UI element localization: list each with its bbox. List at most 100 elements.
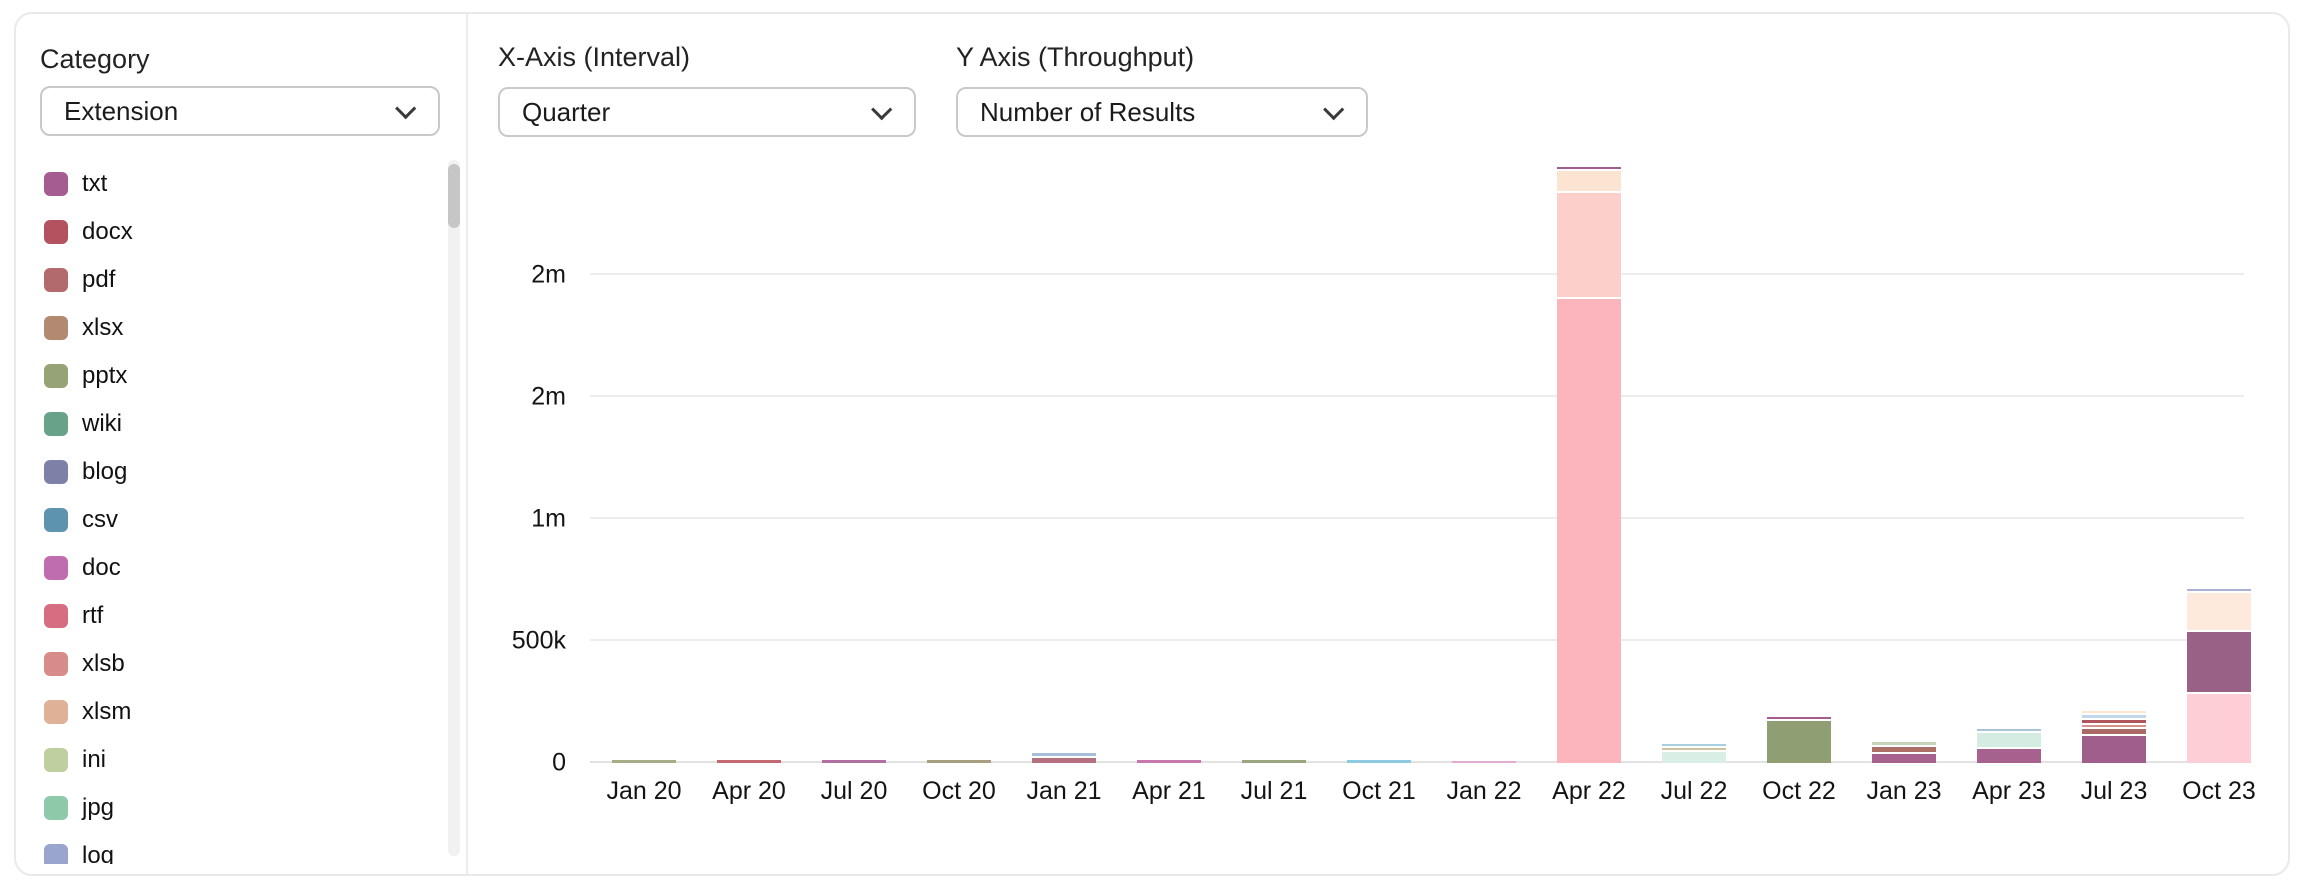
legend-label: rtf (82, 602, 104, 629)
stacked-bar-chart: Jan 20 Apr 20 Jul 20 Oct 20 Jan 21 Apr 21 Jul … (512, 117, 2256, 805)
legend-swatch-wiki (44, 412, 68, 436)
gridline-500k (590, 639, 2244, 641)
bar-segment-blog (1032, 753, 1096, 757)
y-tick-label: 0 (552, 748, 566, 777)
bar-segment-jpg (1662, 752, 1726, 763)
bar-Jan-21 (1032, 753, 1096, 763)
legend-item-pptx[interactable]: pptx (16, 352, 436, 400)
legend-label: xlsm (82, 698, 132, 725)
bar-Apr-21 (1137, 760, 1201, 763)
x-tick-label: Jan 22 (1446, 777, 1522, 805)
x-axis-tick-labels: Jan 20 Apr 20 Jul 20 Oct 20 Jan 21 Apr 21 Jul … (590, 763, 2255, 805)
bar-segment-xlsb (2187, 693, 2251, 763)
y-tick-label: 500k (511, 626, 566, 655)
x-tick-label: Apr 22 (1552, 777, 1626, 805)
legend-item-xlsm[interactable]: xlsm (16, 688, 436, 736)
bar-segment-docx (1032, 758, 1096, 763)
legend-swatch-rtf (44, 604, 68, 628)
bar-segment-rtf (1557, 299, 1621, 763)
bar-segment-doc (1137, 760, 1201, 763)
legend-item-docx[interactable]: docx (16, 208, 436, 256)
legend-item-rtf[interactable]: rtf (16, 592, 436, 640)
legend-label: blog (82, 458, 128, 485)
legend-swatch-ini (44, 748, 68, 772)
legend-swatch-xlsm (44, 700, 68, 724)
bar-Apr-22 (1557, 166, 1621, 763)
sidebar-scrollbar-thumb[interactable] (448, 164, 460, 228)
x-tick-label: Jul 23 (2080, 777, 2148, 805)
bar-Jan-23 (1872, 742, 1936, 763)
sidebar-scrollbar-track (448, 160, 460, 856)
bar-segment-xlsm (1557, 171, 1621, 192)
legend-label: docx (82, 218, 133, 245)
x-tick-label: Oct 21 (1342, 777, 1416, 805)
bar-Oct-22 (1767, 717, 1831, 763)
legend-swatch-doc (44, 556, 68, 580)
bar-Jul-21 (1242, 760, 1306, 763)
bar-segment-log (2187, 588, 2251, 591)
legend-label: pptx (82, 362, 128, 389)
legend-swatch-pptx (44, 364, 68, 388)
x-axis-select[interactable]: Quarter (498, 87, 916, 137)
x-tick-label: Oct 22 (1762, 777, 1836, 805)
y-axis-select[interactable]: Number of Results (956, 87, 1368, 137)
bar-segment-txt (2082, 735, 2146, 763)
gridline-1m (590, 517, 2244, 519)
legend-label: txt (82, 170, 108, 197)
bar-segment-csv (1347, 760, 1411, 763)
bar-segment-xlsb (1557, 193, 1621, 298)
bar-segment-txt (1767, 717, 1831, 720)
legend-swatch-jpg (44, 796, 68, 820)
category-select[interactable]: Extension (40, 86, 440, 136)
legend-label: xlsx (82, 314, 124, 341)
x-tick-label: Apr 20 (712, 777, 786, 805)
bar-Apr-23 (1977, 728, 2041, 763)
extension-legend-list: txt docx pdf xlsx pptx wiki blog csv doc rtf xlsb x… (16, 160, 436, 864)
bar-segment-pptx (1767, 721, 1831, 763)
legend-label: wiki (82, 410, 122, 437)
legend-label: ini (82, 746, 107, 773)
legend-item-ini[interactable]: ini (16, 736, 436, 784)
legend-swatch-csv (44, 508, 68, 532)
legend-item-blog[interactable]: blog (16, 448, 436, 496)
legend-label: xlsb (82, 650, 125, 677)
bar-Jul-20 (822, 760, 886, 763)
bar-segment-xlsm (2082, 710, 2146, 714)
gridline-0 (590, 761, 2244, 763)
legend-item-log[interactable]: log (16, 832, 436, 864)
bar-segment-xlsm (2187, 592, 2251, 630)
bar-segment-csv (1662, 744, 1726, 747)
bar-segment-jpg (1977, 733, 2041, 748)
legend-item-csv[interactable]: csv (16, 496, 436, 544)
y-tick-label: 2m (531, 260, 566, 289)
bar-segment-pptx (612, 760, 676, 763)
x-axis-control: X-Axis (Interval) Quarter (498, 42, 916, 137)
y-axis-control: Y Axis (Throughput) Number of Results (956, 42, 1368, 137)
legend-item-doc[interactable]: doc (16, 544, 436, 592)
bar-Oct-23 (2187, 588, 2251, 763)
bar-segment-docx (2082, 719, 2146, 723)
category-sidebar: Category Extension txt docx pdf xlsx pptx wik… (16, 14, 468, 874)
chevron-down-icon (395, 97, 417, 119)
bar-Jan-20 (612, 760, 676, 763)
bar-segment-txt (1977, 749, 2041, 763)
legend-item-xlsb[interactable]: xlsb (16, 640, 436, 688)
gridline-2m (590, 273, 2244, 275)
x-axis-select-value: Quarter (522, 96, 611, 127)
legend-item-pdf[interactable]: pdf (16, 256, 436, 304)
bar-segment-txt (822, 760, 886, 763)
x-tick-label: Jan 20 (606, 777, 682, 805)
y-tick-label: 2m (531, 382, 566, 411)
bar-Oct-20 (927, 760, 991, 763)
bar-segment-blog (1977, 728, 2041, 732)
x-tick-label: Oct 20 (922, 777, 996, 805)
legend-swatch-blog (44, 460, 68, 484)
legend-item-xlsx[interactable]: xlsx (16, 304, 436, 352)
legend-item-wiki[interactable]: wiki (16, 400, 436, 448)
x-axis-label: X-Axis (Interval) (498, 42, 691, 72)
x-tick-label: Jul 22 (1660, 777, 1728, 805)
legend-item-jpg[interactable]: jpg (16, 784, 436, 832)
legend-swatch-pdf (44, 268, 68, 292)
legend-swatch-xlsx (44, 316, 68, 340)
legend-item-txt[interactable]: txt (16, 160, 436, 208)
